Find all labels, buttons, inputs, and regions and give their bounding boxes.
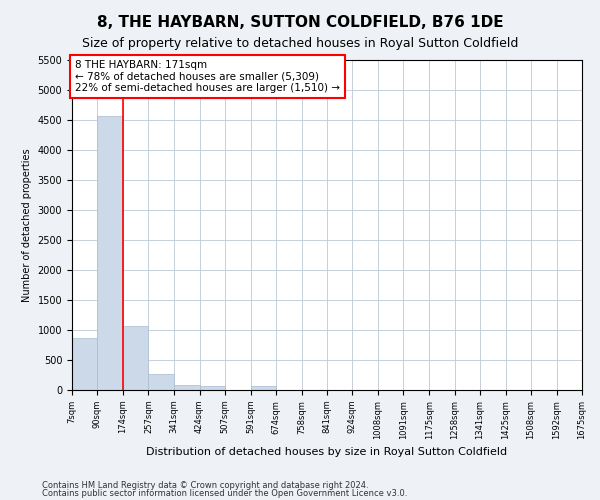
Text: Contains public sector information licensed under the Open Government Licence v3: Contains public sector information licen…: [42, 489, 407, 498]
Bar: [148, 374, 174, 390]
Text: Size of property relative to detached houses in Royal Sutton Coldfield: Size of property relative to detached ho…: [82, 38, 518, 51]
Text: Contains HM Land Registry data © Crown copyright and database right 2024.: Contains HM Land Registry data © Crown c…: [42, 480, 368, 490]
Bar: [123, 326, 148, 390]
Bar: [72, 338, 97, 390]
Bar: [251, 386, 276, 390]
Text: 8, THE HAYBARN, SUTTON COLDFIELD, B76 1DE: 8, THE HAYBARN, SUTTON COLDFIELD, B76 1D…: [97, 15, 503, 30]
Bar: [174, 385, 199, 390]
Bar: [97, 116, 123, 390]
Text: 8 THE HAYBARN: 171sqm
← 78% of detached houses are smaller (5,309)
22% of semi-d: 8 THE HAYBARN: 171sqm ← 78% of detached …: [75, 60, 340, 93]
X-axis label: Distribution of detached houses by size in Royal Sutton Coldfield: Distribution of detached houses by size …: [146, 447, 508, 457]
Y-axis label: Number of detached properties: Number of detached properties: [22, 148, 32, 302]
Bar: [199, 386, 225, 390]
